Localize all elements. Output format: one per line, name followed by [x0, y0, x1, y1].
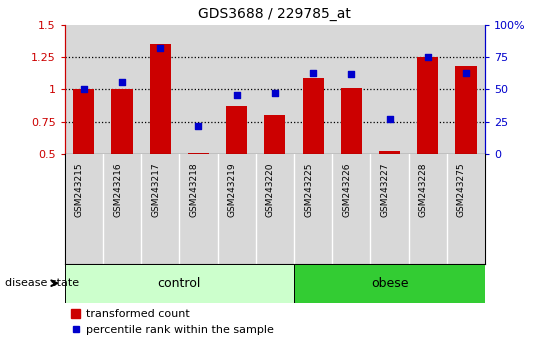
Bar — [265, 115, 286, 154]
Bar — [302, 78, 323, 154]
Text: GSM243218: GSM243218 — [189, 163, 198, 217]
Text: obese: obese — [371, 277, 409, 290]
Text: GSM243216: GSM243216 — [113, 163, 122, 217]
Point — [194, 123, 203, 129]
Bar — [150, 44, 171, 154]
Point — [156, 45, 164, 51]
Point — [462, 70, 471, 75]
Point — [271, 90, 279, 96]
Text: GSM243228: GSM243228 — [419, 163, 428, 217]
Point — [347, 71, 356, 77]
Point — [79, 86, 88, 92]
Point — [309, 70, 317, 75]
Bar — [188, 153, 209, 154]
Bar — [73, 89, 94, 154]
Text: GSM243226: GSM243226 — [342, 163, 351, 217]
Bar — [379, 152, 400, 154]
Text: GSM243219: GSM243219 — [227, 163, 237, 217]
Point — [424, 54, 432, 60]
Point — [118, 79, 126, 85]
Bar — [226, 106, 247, 154]
Text: GSM243220: GSM243220 — [266, 163, 275, 217]
Text: GSM243225: GSM243225 — [304, 163, 313, 217]
Text: GSM243215: GSM243215 — [75, 163, 84, 217]
Text: GSM243227: GSM243227 — [381, 163, 390, 217]
Text: control: control — [157, 277, 201, 290]
Bar — [65, 264, 294, 303]
Bar — [294, 264, 485, 303]
Bar — [112, 89, 133, 154]
Point — [232, 92, 241, 97]
Bar — [455, 66, 476, 154]
Text: GSM243275: GSM243275 — [457, 163, 466, 217]
Legend: transformed count, percentile rank within the sample: transformed count, percentile rank withi… — [70, 308, 275, 336]
Bar — [417, 57, 438, 154]
Bar — [341, 88, 362, 154]
Point — [385, 116, 394, 122]
Title: GDS3688 / 229785_at: GDS3688 / 229785_at — [198, 7, 351, 21]
Text: disease state: disease state — [5, 278, 80, 288]
Text: GSM243217: GSM243217 — [151, 163, 160, 217]
